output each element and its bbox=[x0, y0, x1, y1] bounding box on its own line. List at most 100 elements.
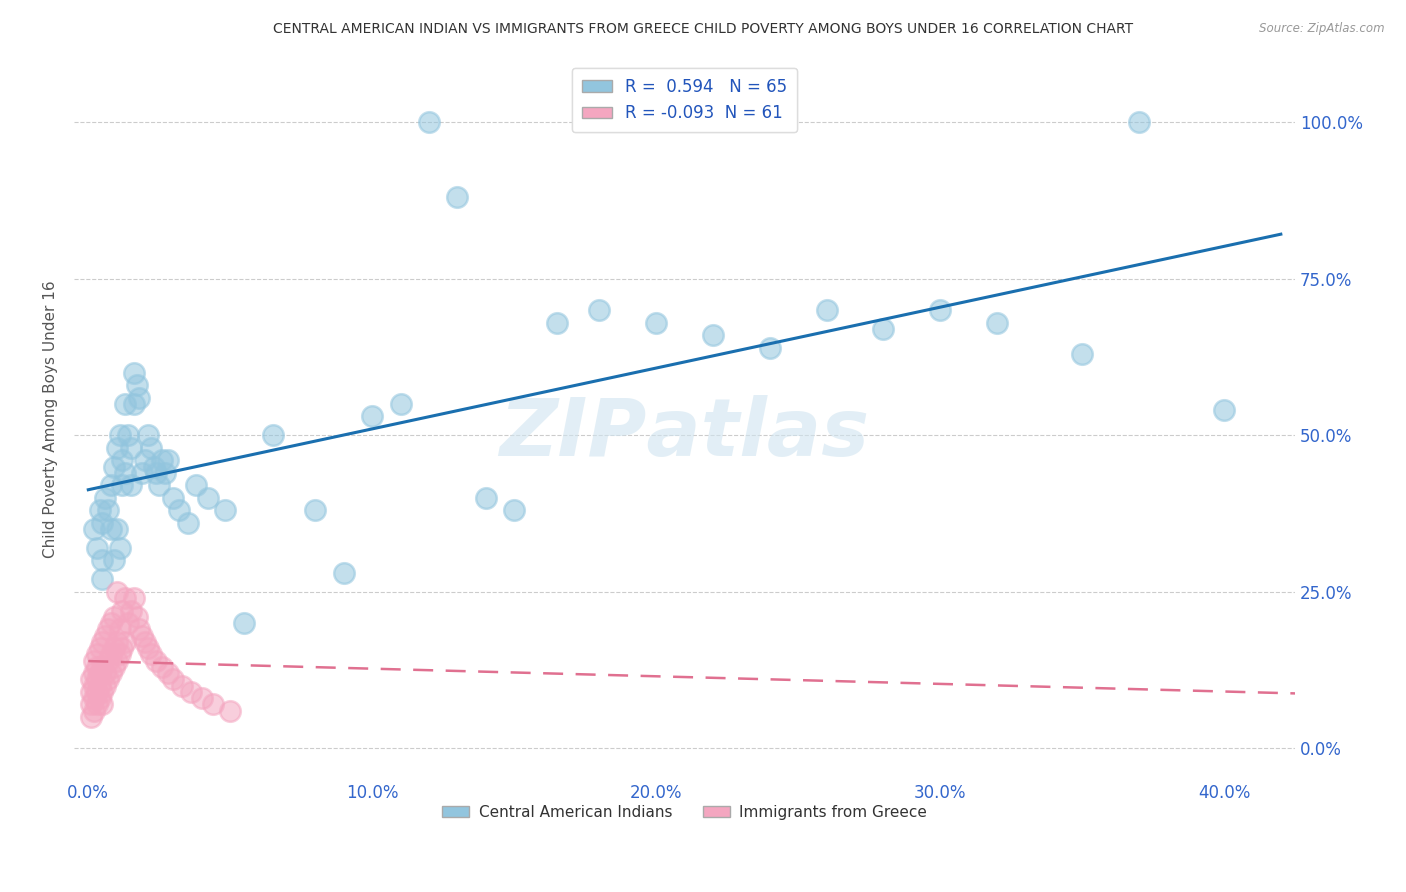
Point bbox=[1213, 403, 1236, 417]
Point bbox=[114, 466, 136, 480]
Point bbox=[91, 660, 114, 674]
Point bbox=[89, 679, 111, 693]
Point bbox=[89, 666, 111, 681]
Point bbox=[80, 698, 103, 712]
Point bbox=[389, 397, 412, 411]
Point bbox=[131, 629, 153, 643]
Point bbox=[108, 648, 131, 662]
Point bbox=[108, 623, 131, 637]
Point bbox=[186, 478, 208, 492]
Point bbox=[333, 566, 356, 580]
Point bbox=[418, 115, 440, 129]
Point bbox=[91, 516, 114, 530]
Point bbox=[103, 610, 125, 624]
Point bbox=[103, 459, 125, 474]
Point bbox=[136, 641, 159, 656]
Point bbox=[122, 591, 145, 605]
Point bbox=[219, 704, 242, 718]
Point bbox=[872, 322, 894, 336]
Point bbox=[100, 522, 122, 536]
Point bbox=[100, 478, 122, 492]
Point bbox=[111, 603, 134, 617]
Point bbox=[108, 541, 131, 555]
Point bbox=[83, 691, 105, 706]
Point bbox=[361, 409, 384, 424]
Point bbox=[111, 453, 134, 467]
Point bbox=[125, 378, 148, 392]
Point bbox=[122, 397, 145, 411]
Point bbox=[83, 679, 105, 693]
Point bbox=[139, 441, 162, 455]
Point bbox=[134, 635, 156, 649]
Point bbox=[114, 591, 136, 605]
Legend: Central American Indians, Immigrants from Greece: Central American Indians, Immigrants fro… bbox=[436, 798, 934, 826]
Point bbox=[986, 316, 1008, 330]
Point bbox=[86, 660, 108, 674]
Point bbox=[1071, 347, 1094, 361]
Point bbox=[103, 553, 125, 567]
Point bbox=[150, 660, 173, 674]
Point bbox=[139, 648, 162, 662]
Point bbox=[131, 466, 153, 480]
Point bbox=[120, 478, 142, 492]
Point bbox=[117, 616, 139, 631]
Point bbox=[191, 691, 214, 706]
Point bbox=[142, 459, 165, 474]
Point bbox=[97, 654, 120, 668]
Point bbox=[122, 366, 145, 380]
Point bbox=[179, 685, 201, 699]
Point bbox=[197, 491, 219, 505]
Point bbox=[136, 428, 159, 442]
Point bbox=[108, 428, 131, 442]
Point bbox=[120, 441, 142, 455]
Point bbox=[83, 654, 105, 668]
Point bbox=[80, 710, 103, 724]
Point bbox=[1128, 115, 1150, 129]
Point bbox=[114, 635, 136, 649]
Point bbox=[150, 453, 173, 467]
Point bbox=[145, 466, 167, 480]
Point bbox=[91, 572, 114, 586]
Point bbox=[105, 441, 128, 455]
Point bbox=[103, 641, 125, 656]
Point bbox=[162, 673, 184, 687]
Point bbox=[128, 623, 150, 637]
Point bbox=[83, 522, 105, 536]
Point bbox=[86, 685, 108, 699]
Point bbox=[546, 316, 568, 330]
Point bbox=[97, 503, 120, 517]
Point bbox=[214, 503, 236, 517]
Point bbox=[645, 316, 668, 330]
Point bbox=[105, 654, 128, 668]
Point bbox=[91, 685, 114, 699]
Point bbox=[702, 328, 724, 343]
Point bbox=[503, 503, 526, 517]
Point bbox=[100, 616, 122, 631]
Point bbox=[111, 478, 134, 492]
Point bbox=[100, 648, 122, 662]
Point bbox=[114, 397, 136, 411]
Point bbox=[134, 453, 156, 467]
Point bbox=[128, 391, 150, 405]
Point bbox=[111, 641, 134, 656]
Point bbox=[148, 478, 170, 492]
Point bbox=[117, 428, 139, 442]
Point bbox=[105, 522, 128, 536]
Point bbox=[304, 503, 326, 517]
Point bbox=[475, 491, 498, 505]
Point bbox=[89, 691, 111, 706]
Point bbox=[233, 616, 256, 631]
Point bbox=[94, 666, 117, 681]
Point bbox=[100, 666, 122, 681]
Point bbox=[89, 641, 111, 656]
Point bbox=[446, 190, 468, 204]
Point bbox=[86, 648, 108, 662]
Point bbox=[105, 635, 128, 649]
Point bbox=[758, 341, 780, 355]
Point bbox=[80, 685, 103, 699]
Point bbox=[153, 466, 176, 480]
Point bbox=[91, 553, 114, 567]
Point bbox=[156, 453, 179, 467]
Point bbox=[815, 303, 838, 318]
Point bbox=[94, 629, 117, 643]
